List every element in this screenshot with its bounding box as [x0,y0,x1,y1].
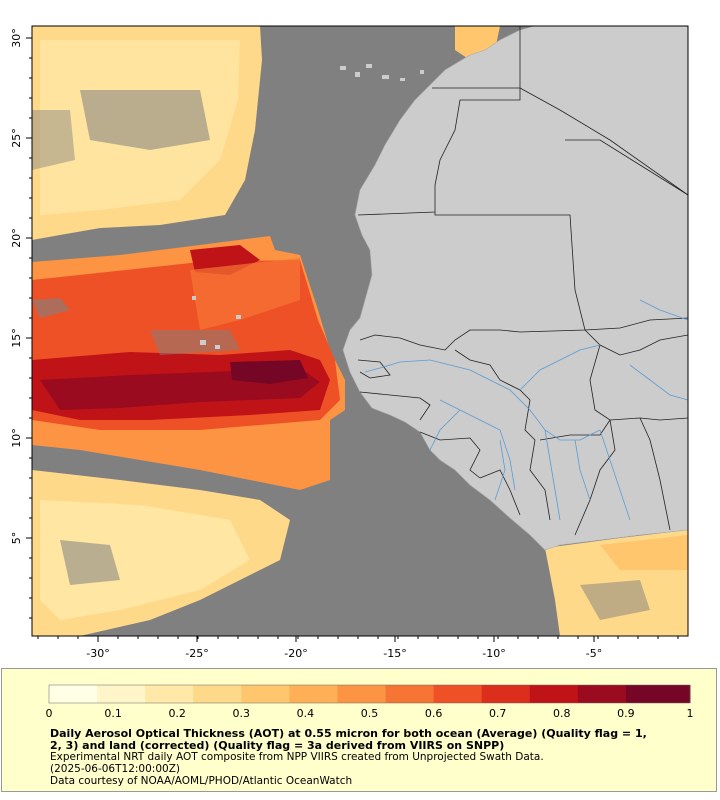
y-tick-label: 30° [10,28,23,48]
colorbar-swatch [257,685,274,703]
rivers [364,299,689,521]
colorbar-swatch [385,685,403,703]
colorbar-swatch [161,685,178,703]
y-tick-label: 20° [10,228,23,248]
colorbar-swatch [145,685,162,703]
colorbar-tick-label: 0.4 [297,707,315,719]
colorbar-swatch [193,685,210,703]
colorbar-swatch [449,685,467,703]
colorbar-swatch [545,685,563,703]
colorbar-swatch [81,685,98,703]
colorbar-swatch [353,685,370,703]
colorbar-swatch [561,685,579,703]
longitude-axis: -30° -25° -20° -15° -10° -5° [37,636,679,660]
y-tick-label: 25° [10,128,23,148]
colorbar-swatch [673,685,691,703]
colorbar-swatch [593,685,611,703]
colorbar-swatch [49,685,66,703]
caption-credit: Data courtesy of NOAA/AOML/PHOD/Atlantic… [50,775,353,787]
colorbar-swatch [481,685,499,703]
colorbar-swatch [97,685,114,703]
colorbar-tick-label: 0.5 [361,707,379,719]
x-tick-label: -25° [185,647,208,660]
colorbar-swatch [625,685,643,703]
y-tick-label: 10° [10,428,23,448]
colorbar-swatch [529,685,547,703]
legend-panel: 0 0.1 0.2 0.3 0.4 0.5 0.6 0.7 0.8 0.9 1 Daily Aero… [1,668,717,792]
y-tick-label: 15° [10,328,23,348]
colorbar-frame [48,684,691,704]
aot-overlay [32,26,688,636]
x-tick-label: -5° [586,647,602,660]
colorbar-tick-label: 0.2 [168,707,186,719]
colorbar-tick-label: 1 [687,707,694,719]
caption-description: Experimental NRT daily AOT composite fro… [50,751,544,763]
x-tick-label: -10° [482,647,505,660]
colorbar-swatch [321,685,338,703]
colorbar-swatch [241,685,258,703]
colorbar-tick-label: 0.6 [425,707,443,719]
colorbar-swatch [433,685,451,703]
x-tick-label: -20° [284,647,307,660]
colorbar-swatch [417,685,435,703]
colorbar-swatch [209,685,226,703]
colorbar-tick-label: 0.7 [489,707,507,719]
country-borders [357,26,689,536]
colorbar-tick-label: 0 [46,707,53,719]
caption-title-line2: 2, 3) and land (corrected) (Quality flag… [50,739,505,752]
colorbar-tick-label: 0.9 [617,707,635,719]
colorbar-swatch [609,685,627,703]
x-tick-label: -15° [383,647,406,660]
colorbar-tick-label: 0.3 [233,707,251,719]
colorbar-swatch [289,685,306,703]
colorbar-swatch [225,685,242,703]
colorbar-swatch [657,685,675,703]
colorbar-swatch [497,685,515,703]
colorbar-swatch [641,685,659,703]
caption-date: (2025-06-06T12:00:00Z) [50,763,180,775]
colorbar-swatch [177,685,194,703]
colorbar-swatch [577,685,595,703]
colorbar-swatch [273,685,290,703]
colorbar-tick-label: 0.8 [553,707,571,719]
x-tick-label: -30° [86,647,109,660]
islands [192,64,424,349]
colorbar-swatch [401,685,419,703]
colorbar-tick-label: 0.1 [104,707,122,719]
colorbar-swatch [129,685,146,703]
colorbar-swatch [113,685,130,703]
colorbar-swatch [369,685,387,703]
colorbar-swatch [337,685,354,703]
colorbar-swatch [465,685,483,703]
aot-map: -30° -25° -20° -15° -10° -5° 30° 25° 20° 15° 10° 5… [10,25,689,660]
y-tick-label: 5° [10,532,23,545]
colorbar-swatch [305,685,322,703]
aot-colorbar: 0 0.1 0.2 0.3 0.4 0.5 0.6 0.7 0.8 0.9 1 [46,684,694,719]
colorbar-swatch [65,685,82,703]
caption-title-line1: Daily Aerosol Optical Thickness (AOT) at… [50,727,647,740]
latitude-axis: 30° 25° 20° 15° 10° 5° [10,28,32,619]
colorbar-swatch [513,685,531,703]
